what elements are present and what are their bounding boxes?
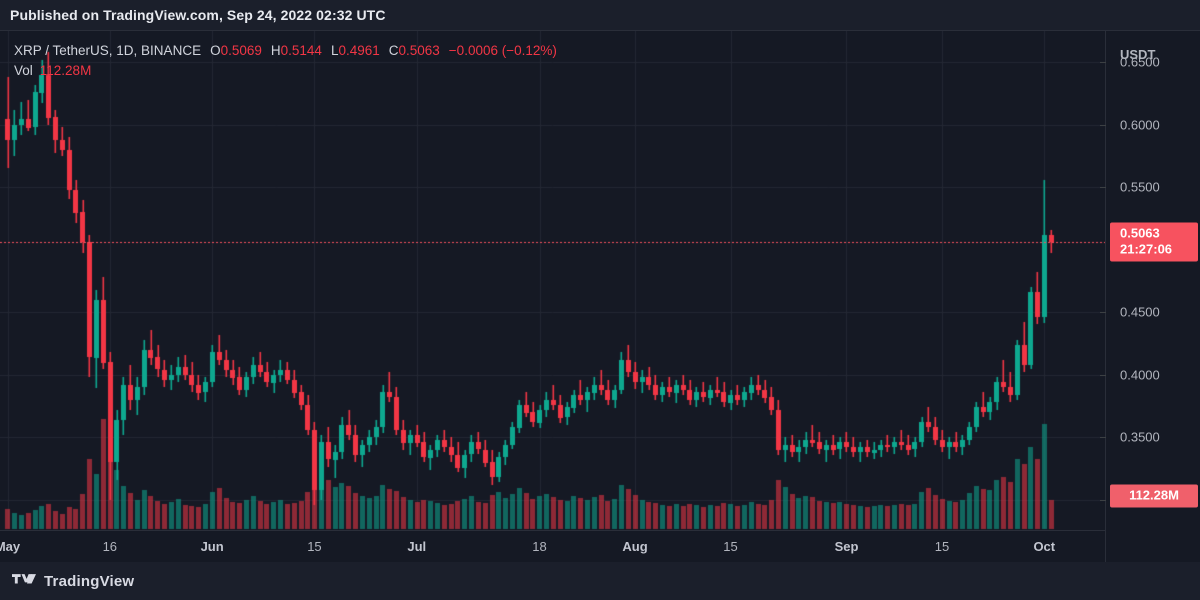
time-tick-label: Sep [834,539,859,554]
time-tick-label: 18 [532,539,547,554]
time-tick-label: 15 [307,539,322,554]
chart-plot-area[interactable] [0,31,1105,531]
tradingview-wordmark: TradingView [44,572,135,590]
price-tick-mark [1100,312,1106,314]
candlestick-canvas [0,31,1105,531]
time-tick-label: Aug [622,539,648,554]
time-tick-label: Jul [407,539,427,554]
price-tick-mark [1100,187,1106,189]
price-axis-unit: USDT [1120,47,1156,62]
tradingview-logo[interactable]: TradingView [12,573,134,590]
price-tick-mark [1100,374,1106,376]
price-tick-label: 0.6500 [1120,54,1160,70]
chart-panel[interactable]: XRP / TetherUS, 1D, BINANCE O0.5069 H0.5… [0,30,1200,562]
volume-badge[interactable]: 112.28M [1110,484,1198,508]
time-tick-label: 15 [723,539,738,554]
price-tick-mark [1100,124,1106,126]
price-tick-label: 0.4500 [1120,304,1160,320]
time-tick-label: May [0,539,21,554]
time-tick-label: Jun [200,539,224,554]
price-tick-label: 0.5500 [1120,179,1160,195]
time-tick-label: Oct [1033,539,1056,554]
published-text: Published on TradingView.com, Sep 24, 20… [10,7,386,23]
footer-bar: TradingView [0,562,1200,600]
price-tick-mark [1100,437,1106,439]
price-tick-mark [1100,62,1106,64]
price-tick-label: 0.6000 [1120,117,1160,133]
current-price-badge[interactable]: 0.5063 21:27:06 [1110,222,1198,262]
price-axis[interactable]: USDT 0.6500 0.6000 0.5500 0.4500 0.4000 0.350… [1100,31,1200,562]
current-price-value: 0.5063 [1120,225,1160,241]
bar-countdown: 21:27:06 [1120,241,1173,257]
price-tick-mark [1100,499,1106,501]
time-axis[interactable]: May 16 Jun 15 Jul 18 Aug 15 Sep 15 Oct [0,530,1105,562]
tradingview-logo-icon [12,573,36,583]
price-tick-label: 0.4000 [1120,367,1160,383]
price-tick-label: 0.3500 [1120,429,1160,445]
time-tick-label: 16 [102,539,118,554]
published-header: Published on TradingView.com, Sep 24, 20… [0,0,1200,30]
time-tick-label: 15 [934,539,950,554]
